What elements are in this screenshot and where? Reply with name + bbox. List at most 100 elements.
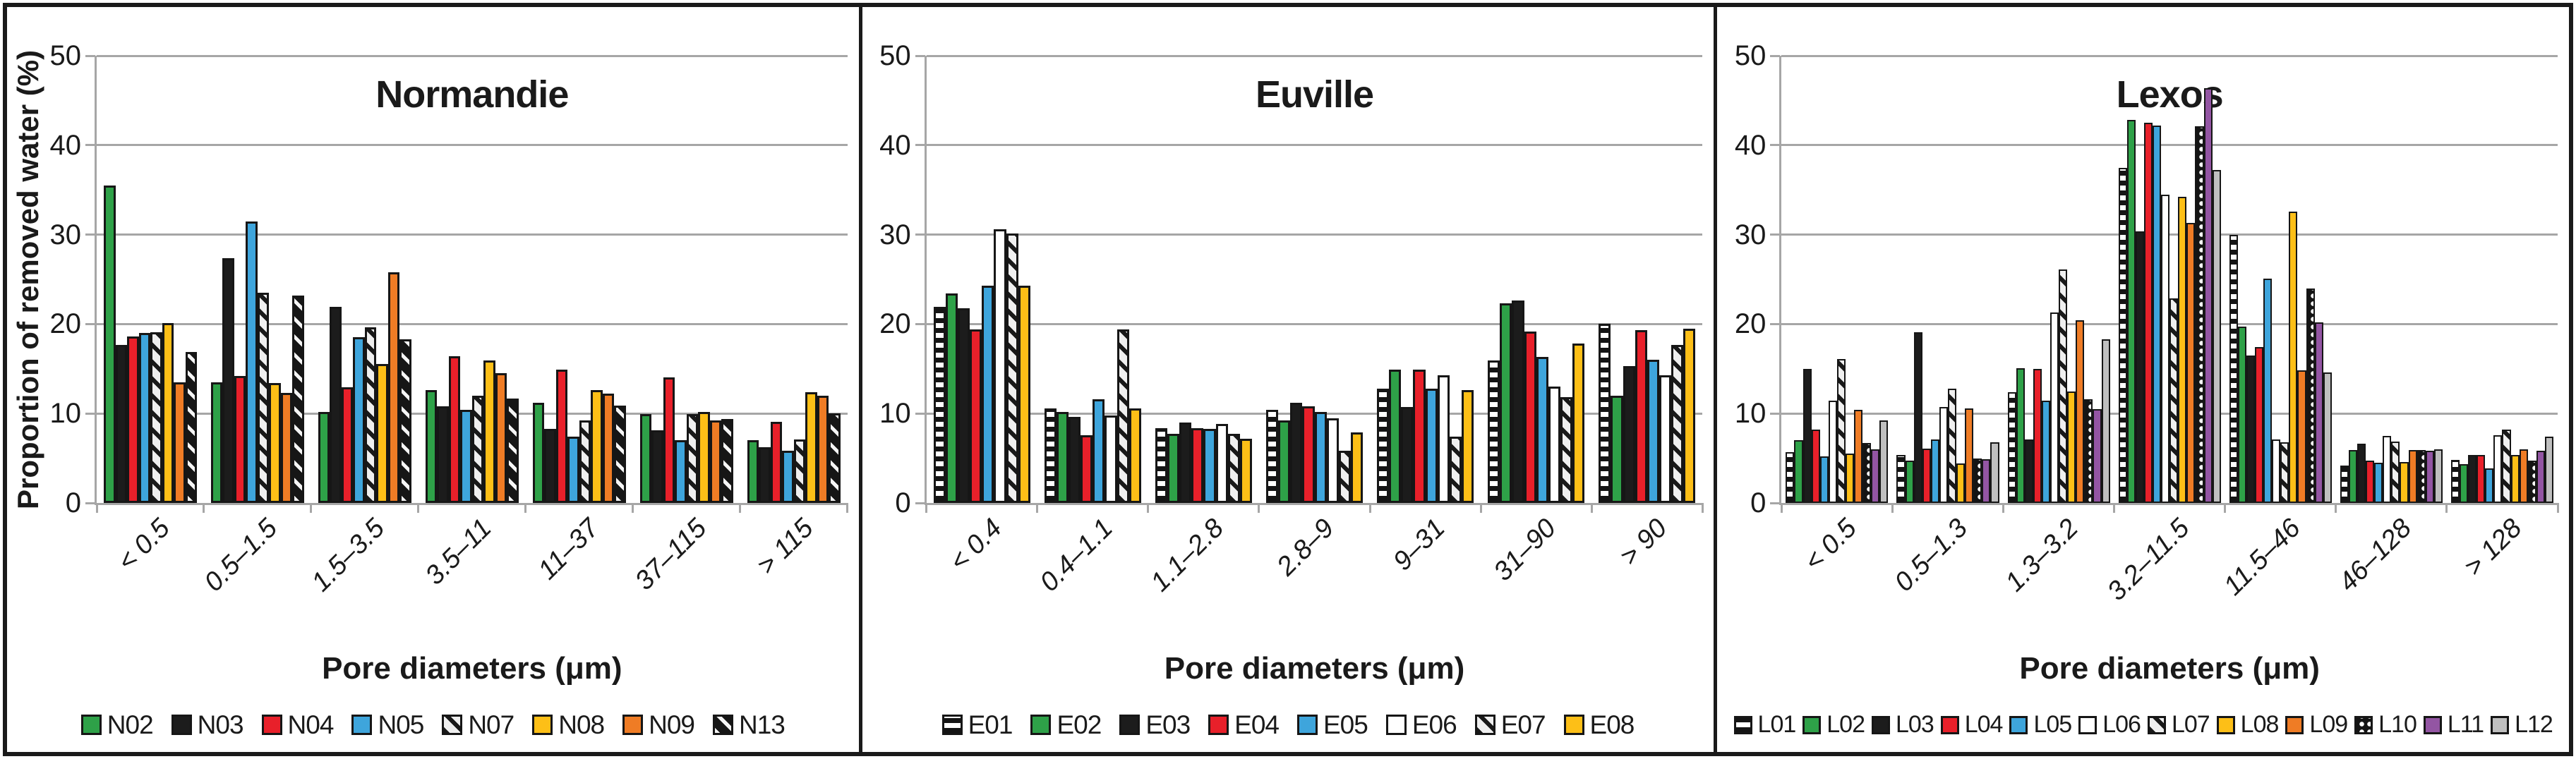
x-tick-mark: [1780, 503, 1783, 513]
legend-label-L04: L04: [1964, 711, 2004, 738]
x-tick-mark: [310, 503, 313, 513]
x-tick-mark: [846, 503, 849, 513]
plot-area-euville: 0 10 20 30 40 50 Euville < 0.4 0.4–1.1 1.1–2.8 2.8…: [879, 42, 1704, 686]
legend-item-L03: L03: [1872, 712, 1934, 738]
y-tick-mark: [1770, 54, 1781, 57]
x-tick-mark: [739, 503, 742, 513]
bar-L02-2: [2016, 368, 2025, 503]
legend-label-E07: E07: [1500, 710, 1546, 739]
y-tick-mark: [85, 144, 95, 147]
bar-group-3.5–11: [419, 56, 526, 503]
legend-item-N13: N13: [713, 712, 786, 738]
x-tick-mark: [2224, 503, 2227, 513]
bar-group-0.5–1.5: [204, 56, 311, 503]
y-tick-label: 0: [1750, 487, 1767, 518]
legend-swatch-L06: [2078, 715, 2097, 734]
y-tick-label: 0: [895, 487, 911, 518]
y-tick-mark: [1770, 412, 1781, 415]
bar-L10-4: [2306, 288, 2315, 503]
plot-area-lexos: 0 10 20 30 40 50 Lexos < 0.5 0.5–1.3 1.3–3.2 3.2–1…: [1735, 42, 2559, 686]
y-tick-mark: [1770, 144, 1781, 147]
bar-E04-2: [1191, 427, 1204, 503]
bar-L01-6: [2450, 460, 2460, 503]
legend-item-N03: N03: [171, 712, 244, 738]
x-tick-label: 37–115: [629, 513, 713, 596]
bar-L11-0: [1871, 449, 1880, 503]
bar-L01-1: [1896, 454, 1906, 503]
bar-N03-4: [544, 428, 556, 503]
bar-E05-6: [1647, 360, 1659, 503]
bar-E05-3: [1314, 411, 1327, 503]
bar-N02-0: [104, 185, 116, 503]
bar-L09-3: [2186, 223, 2196, 503]
bar-group-2.8–9: [1259, 56, 1370, 503]
bar-L11-2: [2093, 408, 2102, 503]
bar-N07-2: [364, 327, 377, 503]
x-tick-mark: [2002, 503, 2005, 513]
bar-L10-6: [2527, 461, 2536, 503]
bar-E01-1: [1044, 408, 1057, 503]
bar-group-0.5–1.3: [1892, 56, 2003, 503]
legend-swatch-L02: [1802, 715, 1822, 734]
y-tick-mark: [915, 144, 925, 147]
bar-N02-6: [747, 440, 759, 503]
chart-panel-lexos: 0 10 20 30 40 50 Lexos < 0.5 0.5–1.3 1.3–3.2 3.2–1…: [1714, 7, 2569, 752]
bar-N02-3: [425, 390, 438, 503]
bar-group-1.3–3.2: [2004, 56, 2114, 503]
legend-item-E01: E01: [941, 712, 1013, 738]
y-tick-mark: [85, 412, 95, 415]
bar-L07-2: [2059, 269, 2068, 503]
x-tick-mark: [632, 503, 634, 513]
legend-label-L02: L02: [1826, 711, 1865, 738]
legend-swatch-N02: [80, 715, 102, 735]
bar-group-11.5–46: [2225, 56, 2336, 503]
legend-label-L06: L06: [2102, 711, 2141, 738]
legend-label-N04: N04: [287, 710, 335, 739]
legend-item-L05: L05: [2009, 712, 2072, 738]
bar-N04-0: [127, 336, 139, 503]
bar-N03-0: [115, 344, 127, 503]
chart-panel-euville: 0 10 20 30 40 50 Euville < 0.4 0.4–1.1 1.1–2.8 2.8…: [858, 7, 1714, 752]
legend-item-E02: E02: [1030, 712, 1102, 738]
legend-item-E06: E06: [1385, 712, 1457, 738]
gridline-30: [926, 233, 1703, 236]
legend-item-L07: L07: [2147, 712, 2210, 738]
x-tick-mark: [925, 503, 928, 513]
y-tick-label: 50: [879, 40, 911, 71]
bar-E02-4: [1389, 370, 1402, 503]
bar-N03-2: [330, 307, 342, 503]
bar-N03-3: [437, 406, 449, 503]
gridline-50: [97, 54, 848, 57]
bar-E04-4: [1413, 370, 1426, 503]
legend-label-L10: L10: [2378, 711, 2417, 738]
x-tick-label: 46–128: [2333, 513, 2417, 597]
bar-L11-5: [2425, 451, 2434, 503]
bar-E03-6: [1623, 366, 1635, 503]
legend-lexos: L01 L02 L03 L04 L05 L06 L07 L08 L09 L10 L11 L12: [1721, 712, 2565, 738]
x-axis-title: Pore diameters (μm): [2019, 651, 2320, 686]
x-axis-title: Pore diameters (μm): [1164, 651, 1465, 686]
legend-swatch-E04: [1208, 715, 1229, 735]
x-tick-label: 9–31: [1388, 513, 1451, 577]
bar-L12-6: [2544, 437, 2554, 503]
bar-E07-5: [1560, 397, 1573, 503]
bar-N09-5: [709, 420, 722, 503]
y-tick-label: 20: [879, 308, 911, 340]
bar-L08-0: [1846, 454, 1855, 503]
bar-L12-4: [2323, 372, 2332, 503]
bar-E04-1: [1081, 435, 1093, 503]
y-tick-label: 20: [1734, 308, 1767, 340]
x-tick-label: 0.5–1.3: [1889, 513, 1974, 597]
y-axis-title: Proportion of removed water (%): [11, 49, 44, 509]
bar-E08-6: [1683, 328, 1696, 503]
bar-N05-6: [782, 451, 794, 503]
bar-N08-1: [269, 383, 281, 503]
x-tick-mark: [1590, 503, 1593, 513]
bar-E01-5: [1488, 360, 1500, 503]
bar-L01-4: [2229, 234, 2238, 503]
legend-item-L12: L12: [2491, 712, 2553, 738]
gridline-40: [926, 144, 1703, 147]
legend-item-L10: L10: [2354, 711, 2417, 738]
bar-N02-5: [639, 414, 652, 503]
bar-L08-1: [1956, 463, 1966, 503]
